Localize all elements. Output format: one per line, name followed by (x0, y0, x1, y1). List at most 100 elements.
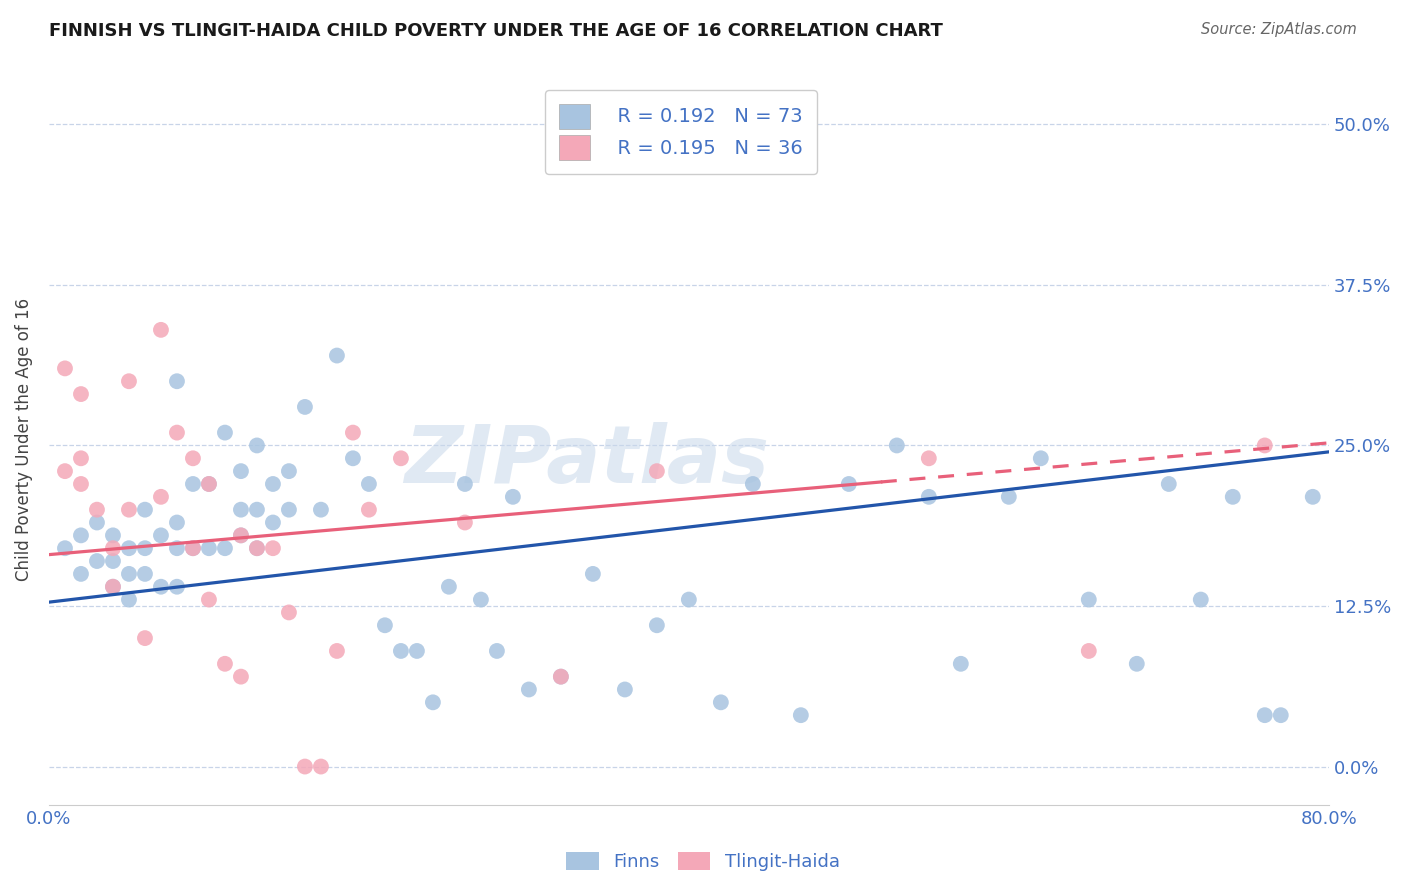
Point (582, 566, 605, 581)
Point (166, 516, 188, 530)
Point (181, 451, 204, 466)
Point (454, 516, 477, 530)
Text: ZIPatlas: ZIPatlas (404, 422, 769, 500)
Point (134, 502, 156, 516)
Point (550, 670, 572, 684)
Point (262, 477, 284, 491)
Point (214, 657, 236, 671)
Point (342, 425, 364, 440)
Point (101, 554, 124, 568)
Point (198, 477, 221, 491)
Point (229, 464, 252, 478)
Point (949, 657, 972, 671)
Point (70, 451, 93, 466)
Point (246, 541, 269, 556)
Point (838, 477, 860, 491)
Point (502, 490, 524, 504)
Point (389, 644, 412, 658)
Point (1302, 490, 1324, 504)
Point (118, 541, 141, 556)
Point (134, 566, 156, 581)
Point (422, 695, 444, 709)
Point (309, 502, 332, 516)
Point (678, 592, 700, 607)
Point (53, 361, 76, 376)
Point (710, 695, 733, 709)
Point (198, 541, 221, 556)
Point (294, 759, 316, 773)
Legend:   R = 0.192   N = 73,   R = 0.195   N = 36: R = 0.192 N = 73, R = 0.195 N = 36 (546, 90, 817, 174)
Point (454, 477, 477, 491)
Point (278, 502, 301, 516)
Point (149, 490, 172, 504)
Point (1077, 644, 1099, 658)
Point (741, 477, 763, 491)
Point (278, 606, 301, 620)
Point (1254, 708, 1277, 723)
Point (118, 374, 141, 388)
Point (790, 708, 813, 723)
Point (246, 541, 269, 556)
Point (342, 451, 364, 466)
Point (374, 618, 396, 632)
Point (214, 425, 236, 440)
Point (294, 400, 316, 414)
Point (214, 541, 236, 556)
Point (326, 349, 349, 363)
Point (886, 438, 908, 452)
Point (1126, 657, 1149, 671)
Point (262, 516, 284, 530)
Point (1222, 490, 1244, 504)
Point (1270, 708, 1292, 723)
Point (118, 592, 141, 607)
Point (246, 502, 269, 516)
Point (166, 374, 188, 388)
Point (118, 502, 141, 516)
Point (198, 592, 221, 607)
Point (53, 541, 76, 556)
Point (101, 580, 124, 594)
Point (437, 580, 460, 594)
Point (149, 580, 172, 594)
Point (118, 566, 141, 581)
Point (1157, 477, 1180, 491)
Point (918, 451, 941, 466)
Point (1189, 592, 1212, 607)
Point (86, 502, 108, 516)
Point (149, 528, 172, 542)
Point (918, 490, 941, 504)
Point (998, 490, 1021, 504)
Point (229, 528, 252, 542)
Point (389, 451, 412, 466)
Point (86, 554, 108, 568)
Point (1077, 592, 1099, 607)
Point (134, 541, 156, 556)
Point (1254, 438, 1277, 452)
Point (229, 670, 252, 684)
Point (70, 387, 93, 401)
Point (309, 759, 332, 773)
Point (53, 464, 76, 478)
Point (645, 464, 668, 478)
Point (550, 670, 572, 684)
Point (198, 477, 221, 491)
Point (262, 541, 284, 556)
Point (70, 477, 93, 491)
Point (86, 516, 108, 530)
Text: Source: ZipAtlas.com: Source: ZipAtlas.com (1201, 22, 1357, 37)
Point (246, 438, 269, 452)
Point (166, 425, 188, 440)
Point (613, 682, 636, 697)
Point (149, 323, 172, 337)
Point (229, 528, 252, 542)
Point (181, 541, 204, 556)
Point (101, 541, 124, 556)
Point (229, 502, 252, 516)
Point (357, 502, 380, 516)
Point (278, 464, 301, 478)
Point (166, 580, 188, 594)
Point (470, 592, 492, 607)
Text: FINNISH VS TLINGIT-HAIDA CHILD POVERTY UNDER THE AGE OF 16 CORRELATION CHART: FINNISH VS TLINGIT-HAIDA CHILD POVERTY U… (49, 22, 943, 40)
Point (485, 644, 508, 658)
Legend: Finns, Tlingit-Haida: Finns, Tlingit-Haida (560, 845, 846, 879)
